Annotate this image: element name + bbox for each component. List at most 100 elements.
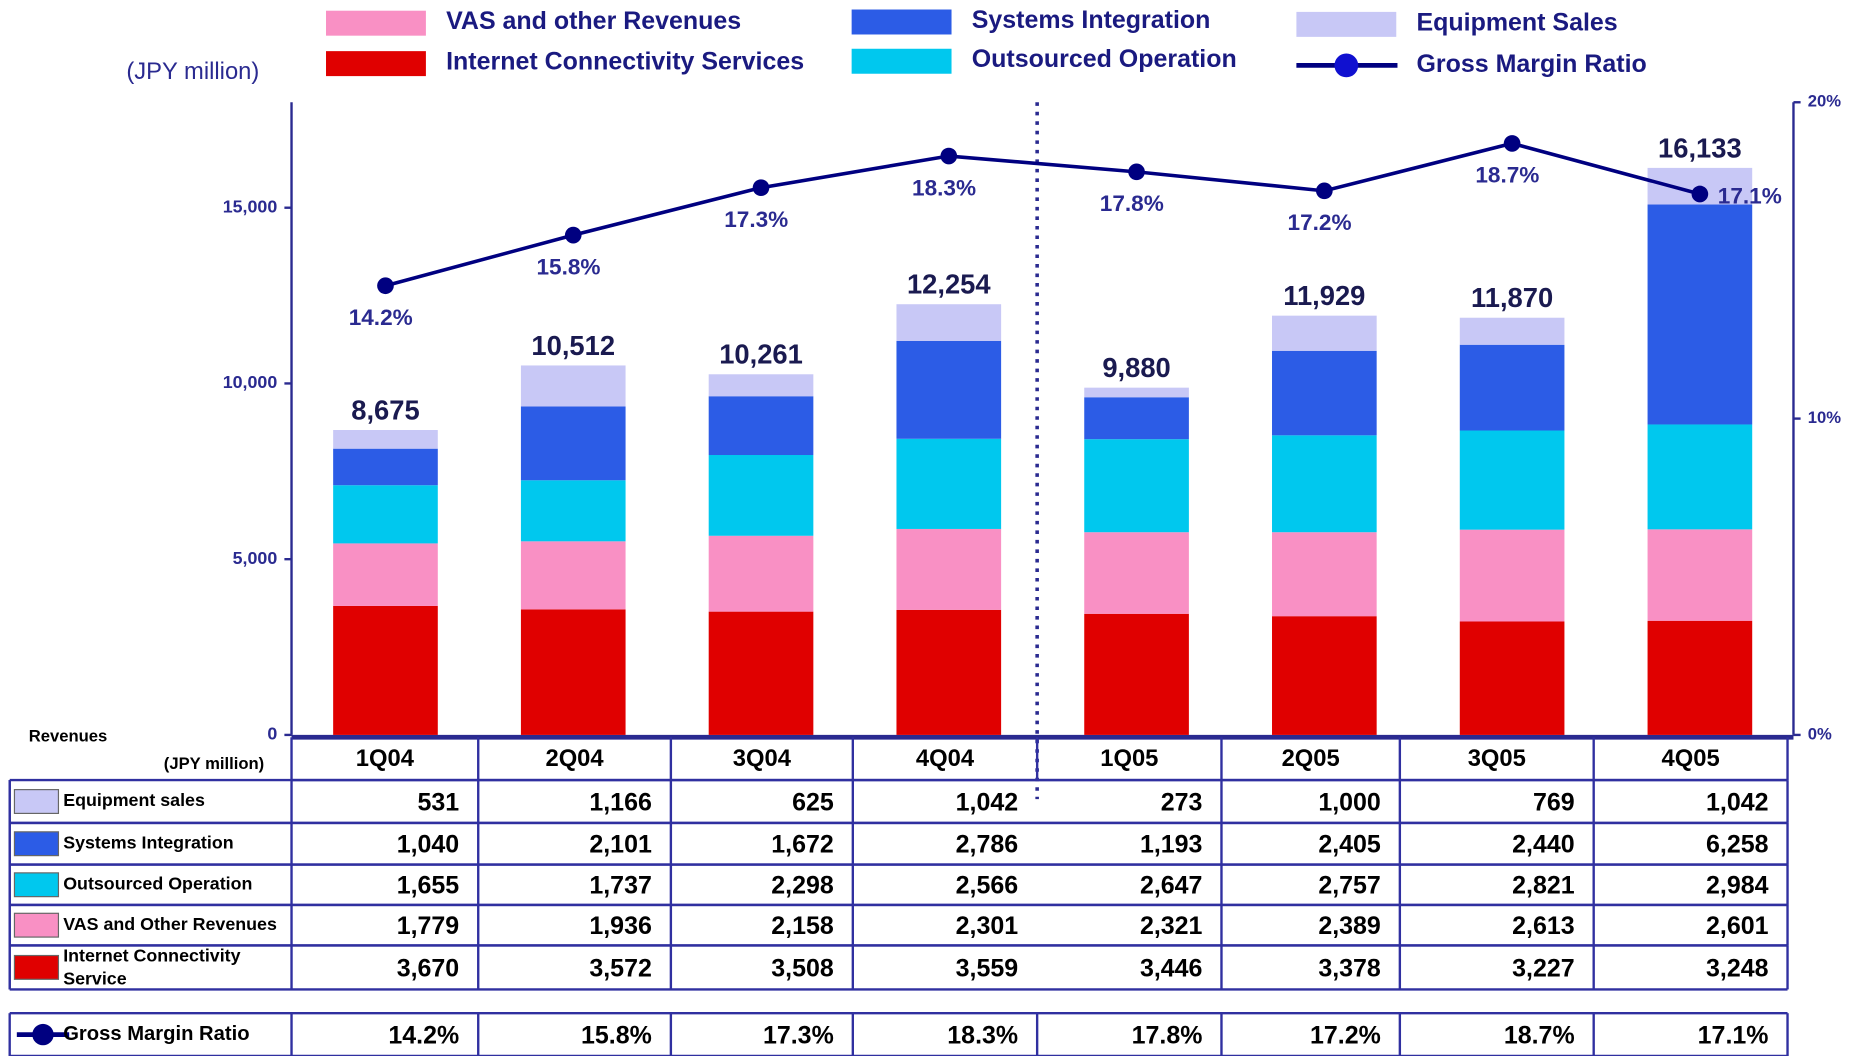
row-label: Gross Margin Ratio — [63, 1023, 249, 1045]
row-label: VAS and Other Revenues — [63, 914, 277, 934]
bar-segment — [1084, 439, 1189, 533]
table-cell: 769 — [1533, 788, 1575, 816]
bar-segment — [333, 485, 438, 544]
table-header: 2Q04 — [545, 745, 604, 772]
table-cell: 1,655 — [397, 872, 460, 900]
bar-segment — [708, 535, 814, 612]
table-cell: 17.1% — [1698, 1022, 1769, 1050]
bar-segment — [1272, 532, 1377, 617]
y-tick-label: 5,000 — [233, 548, 278, 568]
table-header: 3Q04 — [733, 745, 792, 772]
table-header: 3Q05 — [1468, 745, 1526, 772]
bar-segment — [1084, 532, 1189, 614]
total-label: 8,675 — [351, 394, 419, 425]
y-tick-label: 15,000 — [223, 196, 278, 216]
table-cell: 3,378 — [1318, 954, 1381, 982]
table-cell: 1,737 — [589, 872, 651, 900]
margin-label: 15.8% — [536, 254, 600, 279]
table-cell: 1,672 — [771, 831, 833, 859]
bar-segment — [1272, 350, 1377, 436]
row-icon-marker — [32, 1023, 54, 1046]
row-icon — [13, 954, 60, 980]
table-cell: 2,158 — [771, 912, 834, 940]
margin-point — [564, 226, 582, 244]
bar-segment — [1084, 613, 1189, 735]
margin-point — [1128, 163, 1145, 181]
margin-label: 17.8% — [1100, 191, 1164, 216]
table-cell: 2,321 — [1140, 912, 1203, 940]
y-tick-label: 10,000 — [223, 372, 278, 392]
margin-label: 14.2% — [349, 305, 413, 330]
row-label: Equipment sales — [63, 790, 205, 810]
table-cell: 1,040 — [397, 831, 459, 859]
bar-segment — [708, 611, 814, 735]
bar-segment — [1272, 435, 1377, 533]
bar-segment — [896, 609, 1002, 735]
row-icon — [13, 912, 60, 938]
bar-segment — [708, 455, 814, 536]
legend-label: Internet Connectivity Services — [446, 48, 804, 76]
bar-segment — [1272, 315, 1377, 351]
legend-label: Outsourced Operation — [972, 45, 1237, 73]
bar-segment — [520, 365, 626, 407]
table-cell: 2,601 — [1706, 912, 1769, 940]
table-cell: 1,166 — [589, 788, 651, 816]
table-cell: 3,670 — [397, 954, 459, 982]
table-cell: 2,613 — [1512, 912, 1574, 940]
bar-segment — [708, 396, 814, 456]
table-cell: 1,042 — [956, 788, 1018, 816]
table-cell: 2,301 — [956, 912, 1019, 940]
total-label: 16,133 — [1658, 132, 1742, 163]
bar-segment — [520, 541, 626, 610]
table-cell: 18.3% — [947, 1022, 1018, 1050]
table-cell: 2,440 — [1512, 831, 1574, 859]
legend-swatch — [851, 9, 952, 35]
legend-label: Gross Margin Ratio — [1417, 50, 1647, 78]
table-cell: 1,000 — [1318, 788, 1380, 816]
bar-segment — [1647, 424, 1753, 530]
legend-marker — [1334, 53, 1359, 78]
margin-point — [1691, 185, 1709, 203]
table-cell: 17.2% — [1310, 1022, 1381, 1050]
margin-point — [377, 277, 394, 295]
row-label: Outsourced Operation — [63, 873, 252, 893]
table-header: 4Q04 — [916, 745, 975, 772]
table-cell: 6,258 — [1706, 831, 1769, 859]
bar-segment — [520, 480, 626, 542]
legend-label: Equipment Sales — [1417, 8, 1618, 36]
bar-segment — [333, 430, 438, 449]
row-label: Systems Integration — [63, 832, 233, 852]
total-label: 12,254 — [907, 269, 991, 300]
bar-segment — [1647, 529, 1753, 621]
table-cell: 17.8% — [1132, 1022, 1203, 1050]
table-cell: 3,508 — [771, 954, 834, 982]
total-label: 11,870 — [1471, 282, 1553, 313]
legend-swatch — [326, 10, 426, 36]
table-cell: 2,389 — [1318, 912, 1380, 940]
bar-segment — [333, 605, 438, 735]
row-icon — [13, 789, 60, 814]
table-cell: 3,572 — [589, 954, 651, 982]
row-label: Internet Connectivity Service — [63, 945, 240, 988]
bar-segment — [333, 543, 438, 606]
table-header: 4Q05 — [1662, 745, 1720, 772]
table-unit-label: (JPY million) — [164, 754, 264, 773]
y2-tick-label: 20% — [1808, 92, 1841, 111]
bar-segment — [1647, 620, 1753, 735]
table-cell: 531 — [418, 788, 460, 816]
table-title: Revenues — [29, 727, 108, 746]
unit-label: (JPY million) — [126, 58, 259, 85]
margin-label: 17.1% — [1718, 184, 1782, 209]
bar-segment — [1459, 529, 1565, 622]
margin-point — [1503, 135, 1521, 152]
table-cell: 2,405 — [1318, 831, 1381, 859]
table-cell: 2,647 — [1140, 872, 1202, 900]
y2-tick-label: 0% — [1808, 724, 1832, 743]
margin-label: 17.3% — [724, 207, 788, 232]
total-label: 11,929 — [1283, 280, 1365, 311]
bar-segment — [1647, 204, 1753, 425]
table-cell: 2,757 — [1318, 872, 1380, 900]
bar-segment — [333, 448, 438, 486]
table-cell: 2,101 — [589, 831, 652, 859]
table-cell: 625 — [792, 788, 834, 816]
